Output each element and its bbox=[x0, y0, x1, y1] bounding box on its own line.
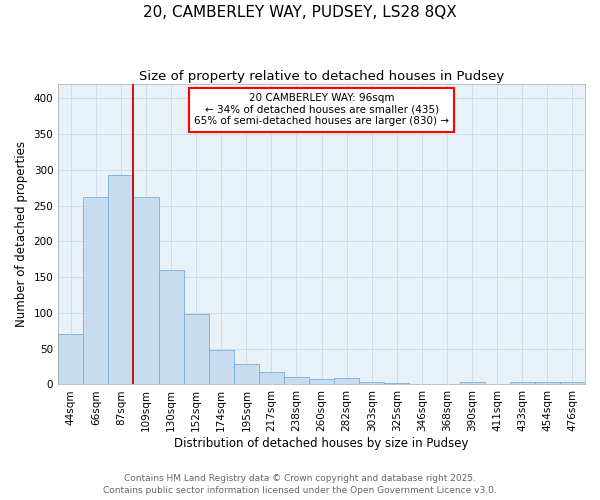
Bar bbox=[158, 270, 184, 384]
Bar bbox=[209, 350, 234, 384]
Bar bbox=[309, 378, 334, 384]
Bar bbox=[109, 175, 133, 384]
Bar bbox=[560, 382, 585, 384]
Bar bbox=[359, 382, 385, 384]
Bar bbox=[58, 334, 83, 384]
Bar bbox=[184, 314, 209, 384]
Text: 20, CAMBERLEY WAY, PUDSEY, LS28 8QX: 20, CAMBERLEY WAY, PUDSEY, LS28 8QX bbox=[143, 5, 457, 20]
Bar bbox=[460, 382, 485, 384]
Text: Contains HM Land Registry data © Crown copyright and database right 2025.
Contai: Contains HM Land Registry data © Crown c… bbox=[103, 474, 497, 495]
Title: Size of property relative to detached houses in Pudsey: Size of property relative to detached ho… bbox=[139, 70, 504, 83]
Bar bbox=[535, 382, 560, 384]
Bar bbox=[83, 197, 109, 384]
Bar bbox=[284, 378, 309, 384]
X-axis label: Distribution of detached houses by size in Pudsey: Distribution of detached houses by size … bbox=[175, 437, 469, 450]
Text: 20 CAMBERLEY WAY: 96sqm
← 34% of detached houses are smaller (435)
65% of semi-d: 20 CAMBERLEY WAY: 96sqm ← 34% of detache… bbox=[194, 93, 449, 126]
Y-axis label: Number of detached properties: Number of detached properties bbox=[15, 142, 28, 328]
Bar bbox=[133, 197, 158, 384]
Bar bbox=[385, 383, 409, 384]
Bar bbox=[510, 382, 535, 384]
Bar bbox=[334, 378, 359, 384]
Bar bbox=[259, 372, 284, 384]
Bar bbox=[234, 364, 259, 384]
